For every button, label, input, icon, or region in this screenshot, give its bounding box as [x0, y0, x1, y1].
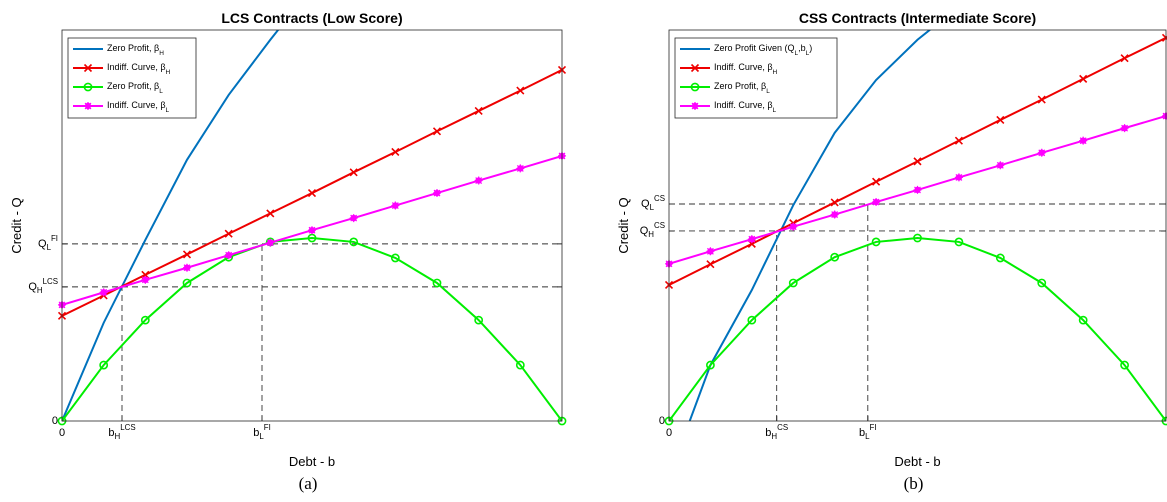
x-tick-label: 0 — [59, 427, 65, 439]
legend-marker — [84, 102, 92, 110]
y-tick-label: QHCS — [640, 221, 665, 239]
y-axis-label: Credit - Q — [9, 197, 24, 253]
x-axis-label: Debt - b — [894, 454, 940, 469]
marker — [100, 288, 108, 296]
y-axis-label: Credit - Q — [616, 197, 631, 253]
x-tick-label: bHCS — [765, 423, 788, 441]
marker — [1079, 137, 1087, 145]
marker — [914, 186, 922, 194]
y-tick-label: QLCS — [641, 194, 665, 212]
chart-title: CSS Contracts (Intermediate Score) — [799, 10, 1036, 26]
marker — [391, 202, 399, 210]
y-tick-label: QHLCS — [28, 277, 58, 295]
x-tick-label: bHLCS — [108, 423, 135, 441]
marker — [1038, 149, 1046, 157]
marker — [831, 211, 839, 219]
y-tick-label: 0 — [52, 415, 58, 427]
marker — [955, 173, 963, 181]
x-tick-label: bLFI — [859, 423, 877, 441]
marker — [475, 177, 483, 185]
marker — [789, 223, 797, 231]
marker — [308, 226, 316, 234]
x-tick-label: bLFI — [253, 423, 271, 441]
caption: (b) — [904, 474, 924, 493]
marker — [516, 164, 524, 172]
marker — [1121, 124, 1129, 132]
marker — [266, 239, 274, 247]
chart-title: LCS Contracts (Low Score) — [221, 10, 402, 26]
x-axis-label: Debt - b — [289, 454, 335, 469]
marker — [433, 189, 441, 197]
marker — [872, 198, 880, 206]
x-tick-label: 0 — [666, 427, 672, 439]
marker — [183, 264, 191, 272]
legend-marker — [691, 102, 699, 110]
y-tick-label: QLFI — [38, 234, 58, 252]
marker — [706, 247, 714, 255]
marker — [141, 276, 149, 284]
marker — [748, 235, 756, 243]
marker — [225, 251, 233, 259]
y-tick-label: 0 — [659, 415, 665, 427]
marker — [350, 214, 358, 222]
caption: (a) — [299, 474, 318, 493]
marker — [996, 161, 1004, 169]
